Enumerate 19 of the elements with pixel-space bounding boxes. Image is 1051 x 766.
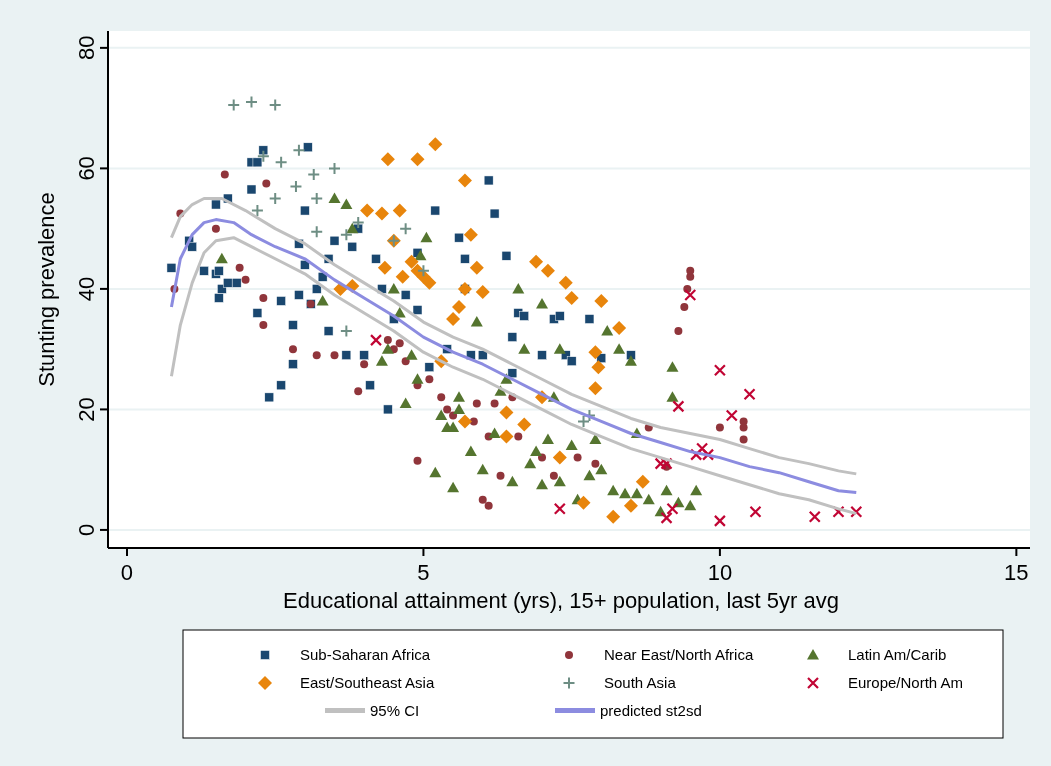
x-axis-title: Educational attainment (yrs), 15+ population, last 5yr avg [283,588,839,613]
legend-label: Sub-Saharan Africa [300,646,431,663]
x-tick-label: 0 [120,560,134,585]
legend-label: Europe/North Am [848,674,964,691]
y-tick-label: 0 [74,523,99,537]
y-tick-label: 80 [74,35,99,61]
y-tick-label: 20 [74,397,99,422]
y-tick-label: 60 [74,156,99,181]
legend-label: predicted st2sd [600,702,702,719]
x-tick-label: 15 [1004,560,1029,585]
legend-label: Near East/North Africa [604,646,754,663]
x-tick-label: 10 [707,560,733,585]
y-axis-title: Stunting prevalence [34,192,59,387]
x-tick-label: 5 [417,560,430,585]
legend-label: Latin Am/Carib [848,646,947,663]
legend-label: South Asia [604,674,677,691]
y-tick-label: 40 [74,276,99,302]
legend-label: East/Southeast Asia [300,674,435,691]
legend-label: 95% CI [370,702,420,719]
